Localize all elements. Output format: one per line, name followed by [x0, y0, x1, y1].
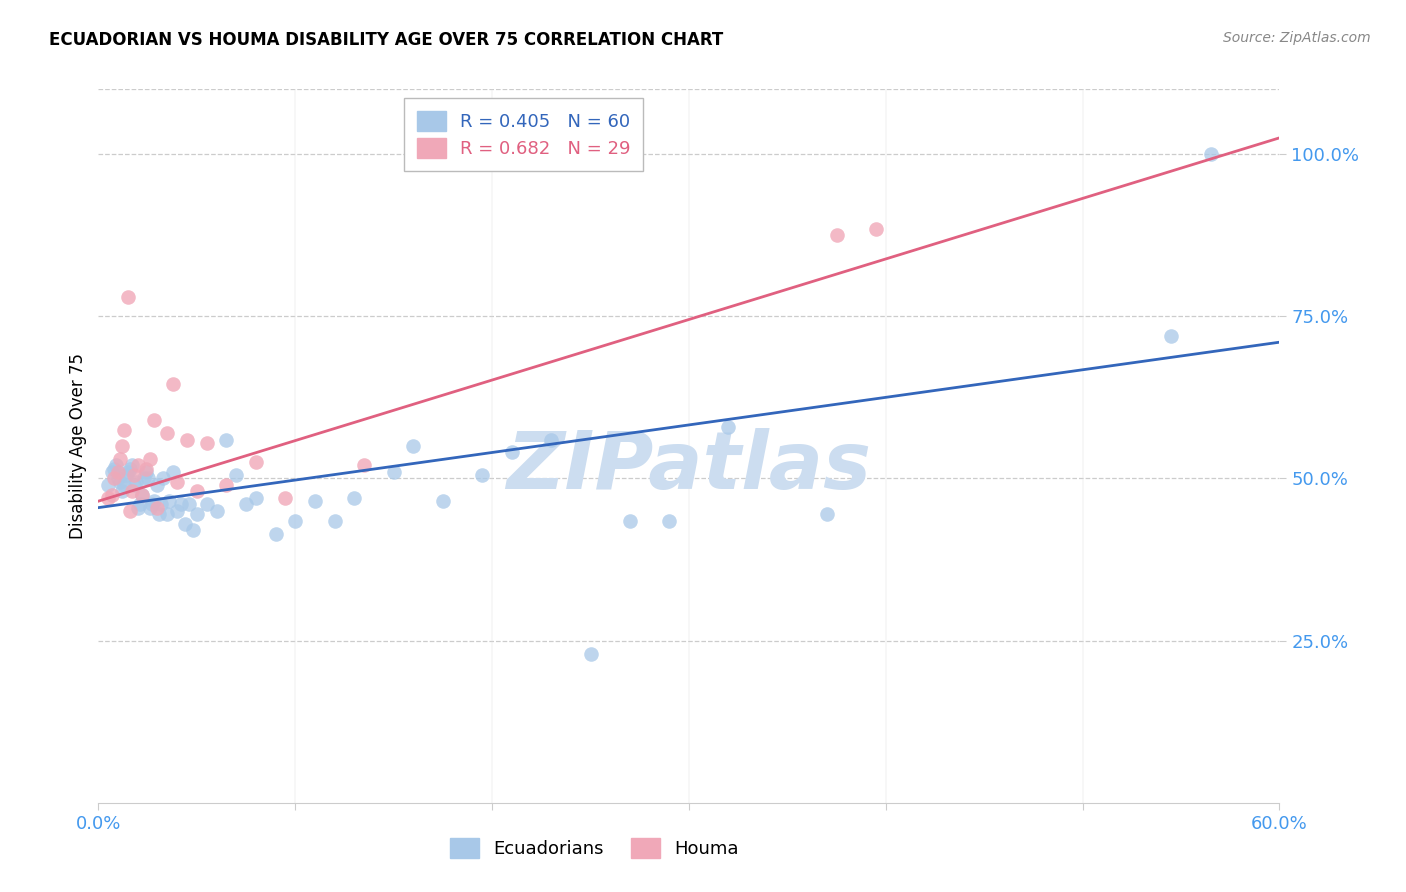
Text: ECUADORIAN VS HOUMA DISABILITY AGE OVER 75 CORRELATION CHART: ECUADORIAN VS HOUMA DISABILITY AGE OVER …	[49, 31, 724, 49]
Point	[156, 507, 179, 521]
Point	[274, 491, 297, 505]
Point	[170, 497, 193, 511]
Point	[343, 491, 366, 505]
Point	[142, 413, 165, 427]
Point	[825, 228, 848, 243]
Point	[108, 475, 131, 489]
Point	[146, 500, 169, 515]
Point	[162, 377, 184, 392]
Point	[195, 497, 218, 511]
Point	[142, 494, 165, 508]
Point	[353, 458, 375, 473]
Point	[471, 468, 494, 483]
Point	[186, 507, 208, 521]
Point	[177, 497, 200, 511]
Point	[118, 461, 141, 475]
Point	[103, 461, 125, 475]
Point	[658, 514, 681, 528]
Point	[101, 465, 124, 479]
Point	[215, 433, 238, 447]
Point	[138, 500, 160, 515]
Point	[432, 494, 454, 508]
Point	[323, 514, 346, 528]
Point	[157, 494, 180, 508]
Point	[112, 423, 135, 437]
Point	[235, 497, 257, 511]
Point	[166, 504, 188, 518]
Point	[148, 507, 170, 521]
Point	[122, 478, 145, 492]
Point	[579, 647, 602, 661]
Point	[174, 516, 197, 531]
Point	[146, 478, 169, 492]
Point	[176, 433, 198, 447]
Point	[122, 468, 145, 483]
Point	[382, 465, 405, 479]
Point	[717, 419, 740, 434]
Point	[131, 488, 153, 502]
Point	[865, 221, 887, 235]
Point	[225, 468, 247, 483]
Point	[111, 439, 134, 453]
Point	[115, 468, 138, 483]
Point	[215, 478, 238, 492]
Point	[107, 471, 129, 485]
Point	[128, 497, 150, 511]
Point	[195, 435, 218, 450]
Point	[245, 491, 267, 505]
Point	[135, 461, 157, 475]
Point	[402, 439, 425, 453]
Point	[117, 465, 139, 479]
Point	[135, 465, 157, 479]
Point	[284, 514, 307, 528]
Point	[245, 455, 267, 469]
Text: Source: ZipAtlas.com: Source: ZipAtlas.com	[1223, 31, 1371, 45]
Point	[619, 514, 641, 528]
Point	[97, 491, 120, 505]
Point	[815, 507, 838, 521]
Point	[121, 484, 143, 499]
Point	[127, 500, 149, 515]
Point	[166, 475, 188, 489]
Point	[105, 458, 128, 473]
Y-axis label: Disability Age Over 75: Disability Age Over 75	[69, 353, 87, 539]
Point	[107, 465, 129, 479]
Point	[108, 452, 131, 467]
Point	[132, 471, 155, 485]
Point	[125, 475, 148, 489]
Point	[1160, 328, 1182, 343]
Point	[136, 471, 159, 485]
Point	[181, 524, 204, 538]
Point	[141, 497, 163, 511]
Point	[97, 478, 120, 492]
Point	[150, 497, 173, 511]
Point	[540, 433, 562, 447]
Point	[112, 478, 135, 492]
Point	[501, 445, 523, 459]
Text: ZIPatlas: ZIPatlas	[506, 428, 872, 507]
Point	[304, 494, 326, 508]
Point	[1199, 147, 1222, 161]
Point	[101, 488, 124, 502]
Point	[156, 425, 179, 440]
Point	[118, 504, 141, 518]
Point	[205, 504, 228, 518]
Legend: Ecuadorians, Houma: Ecuadorians, Houma	[443, 830, 747, 865]
Point	[152, 471, 174, 485]
Point	[264, 526, 287, 541]
Point	[131, 488, 153, 502]
Point	[103, 471, 125, 485]
Point	[162, 465, 184, 479]
Point	[127, 458, 149, 473]
Point	[186, 484, 208, 499]
Point	[111, 484, 134, 499]
Point	[121, 458, 143, 473]
Point	[117, 290, 139, 304]
Point	[138, 452, 160, 467]
